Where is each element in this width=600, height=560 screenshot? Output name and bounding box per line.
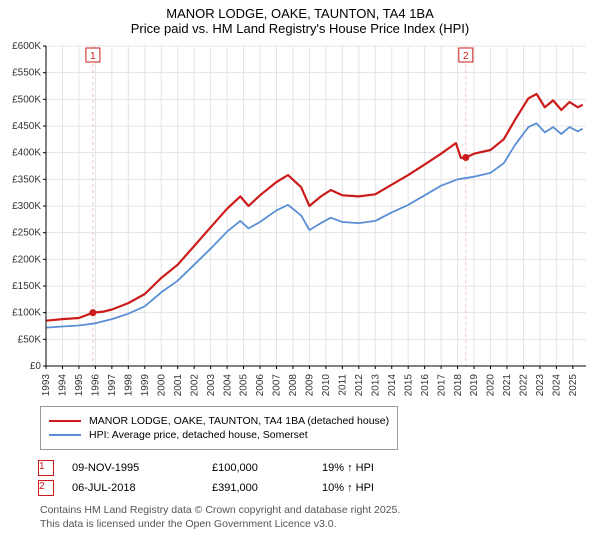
legend-label: MANOR LODGE, OAKE, TAUNTON, TA4 1BA (det… [89,415,389,427]
legend-box: MANOR LODGE, OAKE, TAUNTON, TA4 1BA (det… [40,406,398,450]
x-tick-label: 2012 [354,374,365,397]
x-tick-label: 2010 [321,374,332,397]
x-tick-label: 2005 [239,374,250,397]
x-tick-label: 2002 [189,374,200,397]
x-tick-label: 2015 [403,374,414,397]
x-tick-label: 2000 [156,374,167,397]
event-delta: 19% ↑ HPI [322,462,422,474]
event-marker: 1 [38,460,54,476]
x-tick-label: 2018 [453,374,464,397]
y-tick-label: £400K [12,148,41,159]
x-tick-label: 2013 [370,374,381,397]
x-tick-label: 1999 [140,374,151,397]
y-tick-label: £500K [12,94,41,105]
x-tick-label: 2007 [272,374,283,397]
x-tick-label: 2008 [288,374,299,397]
chart-area: £0 £50K £100K £150K £200K £250K £300K £350K £400… [0,40,600,400]
x-tick-label: 2022 [519,374,530,397]
x-tick-label: 1997 [107,374,118,397]
y-tick-label: £150K [12,281,41,292]
legend-swatch [49,420,81,422]
event-date: 06-JUL-2018 [72,482,212,494]
event-list: 1 09-NOV-1995£100,00019% ↑ HPI 2 06-JUL-201… [38,460,600,496]
x-tick-label: 2006 [255,374,266,397]
y-tick-label: £600K [12,41,41,52]
footer-line1: Contains HM Land Registry data © Crown c… [40,504,600,518]
event-price: £100,000 [212,462,322,474]
y-tick-label: £200K [12,254,41,265]
event-row: 2 06-JUL-2018£391,00010% ↑ HPI [38,480,600,496]
y-tick-label: £300K [12,201,41,212]
x-tick-label: 2003 [206,374,217,397]
event-delta: 10% ↑ HPI [322,482,422,494]
legend-label: HPI: Average price, detached house, Some… [89,429,308,441]
x-tick-label: 2014 [387,374,398,397]
legend-row: MANOR LODGE, OAKE, TAUNTON, TA4 1BA (det… [49,415,389,427]
x-tick-label: 2021 [502,374,513,397]
x-tick-label: 1994 [58,374,69,397]
x-tick-label: 2024 [552,374,563,397]
x-tick-label: 2023 [535,374,546,397]
x-tick-label: 2017 [436,374,447,397]
footer-attribution: Contains HM Land Registry data © Crown c… [40,504,600,531]
chart-svg: £0 £50K £100K £150K £200K £250K £300K £350K £400… [0,40,600,400]
event-row: 1 09-NOV-1995£100,00019% ↑ HPI [38,460,600,476]
y-tick-label: £350K [12,174,41,185]
y-tick-label: £450K [12,121,41,132]
sale-marker [89,309,96,316]
x-tick-label: 1996 [91,374,102,397]
chart-title-line2: Price paid vs. HM Land Registry's House … [0,21,600,36]
event-marker: 2 [38,480,54,496]
footer-line2: This data is licensed under the Open Gov… [40,518,600,532]
y-tick-label: £100K [12,308,41,319]
y-tick-label: £250K [12,228,41,239]
legend-row: HPI: Average price, detached house, Some… [49,429,389,441]
chart-title-line1: MANOR LODGE, OAKE, TAUNTON, TA4 1BA [0,6,600,21]
event-marker-num: 2 [463,51,469,62]
x-tick-label: 2004 [222,374,233,397]
event-date: 09-NOV-1995 [72,462,212,474]
x-tick-label: 2001 [173,374,184,397]
sale-marker [462,154,469,161]
x-tick-label: 1995 [74,374,85,397]
chart-title-block: MANOR LODGE, OAKE, TAUNTON, TA4 1BA Pric… [0,0,600,40]
x-tick-label: 2019 [469,374,480,397]
event-price: £391,000 [212,482,322,494]
x-tick-label: 2009 [305,374,316,397]
y-tick-label: £550K [12,68,41,79]
y-tick-label: £50K [18,334,42,345]
legend-swatch [49,434,81,436]
x-tick-label: 2025 [568,374,579,397]
x-tick-label: 1993 [41,374,52,397]
event-marker-num: 1 [90,51,96,62]
x-tick-label: 1998 [124,374,135,397]
x-tick-label: 2016 [420,374,431,397]
x-tick-label: 2020 [486,374,497,397]
x-tick-label: 2011 [338,374,349,396]
y-tick-label: £0 [30,361,42,372]
